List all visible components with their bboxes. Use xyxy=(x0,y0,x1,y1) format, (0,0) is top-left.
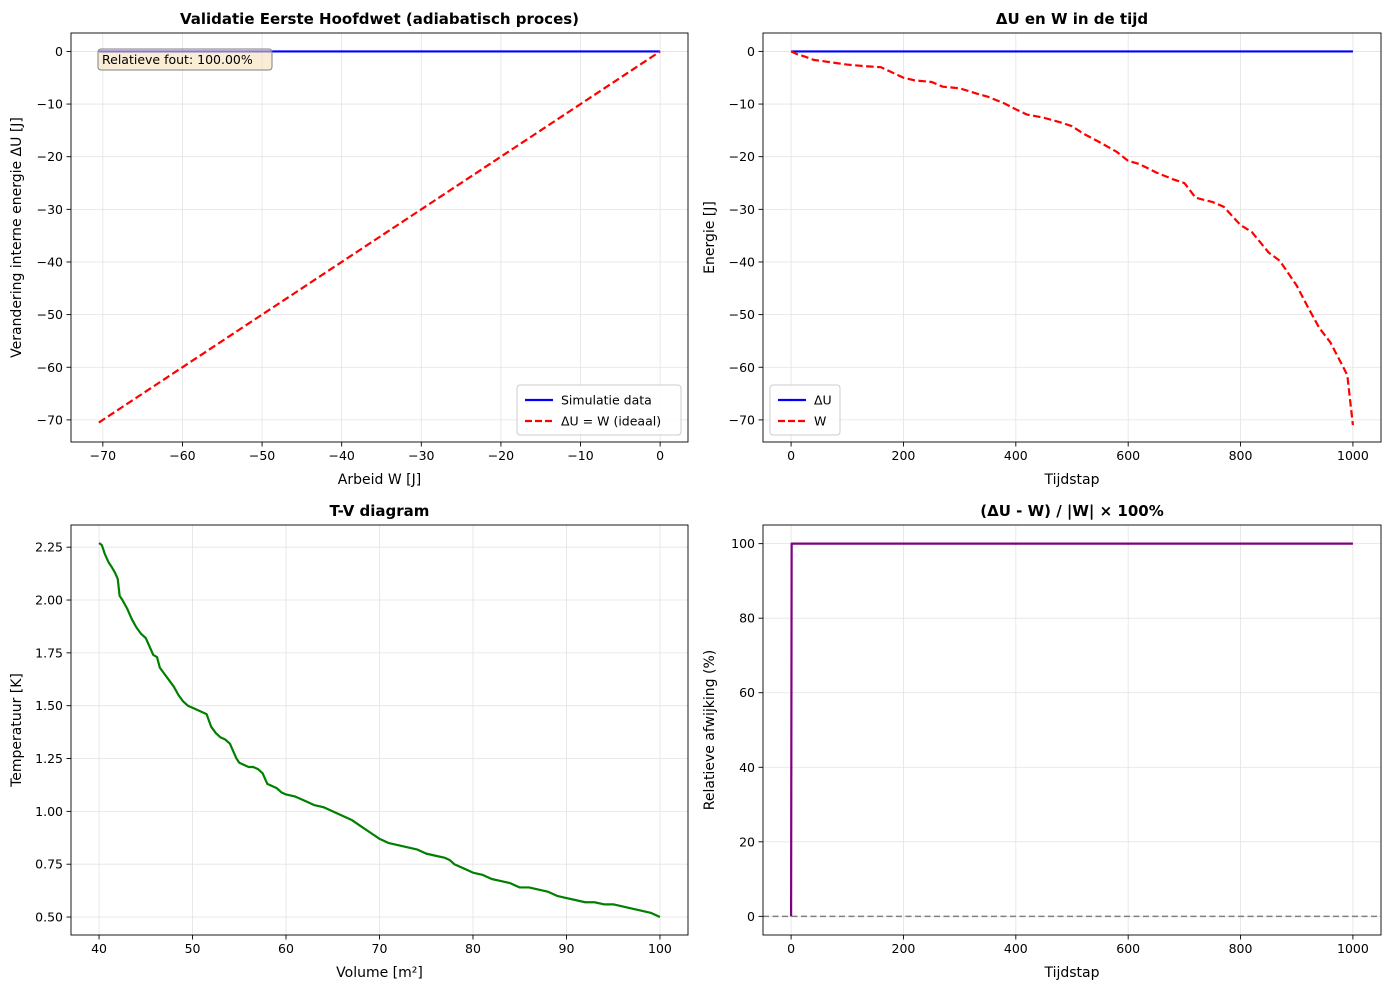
series-line-2 xyxy=(98,50,661,424)
axes-frame xyxy=(762,32,1382,443)
y-tick-label: −70 xyxy=(37,412,63,427)
y-tick-label: 1.00 xyxy=(35,804,63,819)
y-tick-label: 1.75 xyxy=(35,645,63,660)
x-tick-label: 800 xyxy=(1229,941,1253,956)
chart-title: (ΔU - W) / |W| × 100% xyxy=(980,502,1164,521)
chart-title: Validatie Eerste Hoofdwet (adiabatisch p… xyxy=(180,10,579,28)
y-tick-label: −70 xyxy=(729,412,755,427)
chart-1: −70 −60 −50 −40 −30 −20 −10 0 −70 −60 −50 −40 −30 −20… xyxy=(9,10,689,488)
x-tick-label: 400 xyxy=(1004,448,1028,463)
y-tick-label: 40 xyxy=(739,760,755,775)
x-tick-label: 100 xyxy=(648,941,672,956)
x-tick-label: −10 xyxy=(567,448,593,463)
x-axis-label: Tijdstap xyxy=(1043,472,1099,488)
x-tick-label: 400 xyxy=(1004,941,1028,956)
y-tick-label: −60 xyxy=(37,360,63,375)
y-tick-label: 0.75 xyxy=(35,857,63,872)
legend-label: Simulatie data xyxy=(561,393,652,408)
y-tick-label: −10 xyxy=(729,97,755,112)
series-line-2 xyxy=(790,50,1355,426)
y-tick-label: 1.50 xyxy=(35,698,63,713)
annotation-text: Relatieve fout: 100.00% xyxy=(102,52,253,67)
series-line-1 xyxy=(789,542,1353,917)
y-tick-label: −20 xyxy=(37,149,63,164)
x-tick-label: 1000 xyxy=(1337,941,1369,956)
x-tick-label: −60 xyxy=(169,448,195,463)
x-tick-label: −40 xyxy=(328,448,354,463)
x-axis-label: Tijdstap xyxy=(1043,965,1099,981)
legend: Simulatie data ΔU = W (ideaal) xyxy=(516,384,682,436)
y-tick-label: 0 xyxy=(747,44,755,59)
y-tick-label: 0 xyxy=(747,909,755,924)
x-tick-label: 200 xyxy=(892,941,916,956)
x-tick-label: 80 xyxy=(465,941,481,956)
x-tick-label: −20 xyxy=(488,448,514,463)
legend-box xyxy=(769,384,841,436)
y-tick-label: −10 xyxy=(37,97,63,112)
chart-3: 40 50 60 70 80 90 100 0.50 0.75 1.00 1.25 1.50 1.75 2… xyxy=(9,502,689,981)
chart-4: 0 200 400 600 800 1000 0 20 40 60 80 100 (ΔU - W) / … xyxy=(702,502,1382,981)
y-tick-label: 100 xyxy=(731,536,755,551)
y-axis-label: Verandering interne energie ΔU [J] xyxy=(9,117,25,358)
x-tick-label: −70 xyxy=(90,448,116,463)
legend-label: ΔU xyxy=(814,393,832,408)
series-line-1 xyxy=(98,542,661,919)
y-tick-label: 1.25 xyxy=(35,751,63,766)
x-tick-label: 70 xyxy=(372,941,388,956)
x-tick-label: 0 xyxy=(656,448,664,463)
y-tick-label: −40 xyxy=(37,254,63,269)
axes-frame xyxy=(70,32,689,443)
chart-2: 0 200 400 600 800 1000 −70 −60 −50 −40 −30 −20 −10 0 Δ… xyxy=(702,10,1382,488)
y-tick-label: −30 xyxy=(729,202,755,217)
chart-title: ΔU en W in de tijd xyxy=(996,10,1148,28)
x-tick-label: 800 xyxy=(1229,448,1253,463)
y-axis-label: Temperatuur [K] xyxy=(9,673,25,788)
legend-label: W xyxy=(814,414,826,429)
x-axis-label: Arbeid W [J] xyxy=(338,472,421,488)
legend-box xyxy=(516,384,682,436)
y-tick-label: 60 xyxy=(739,685,755,700)
x-tick-label: 600 xyxy=(1116,941,1140,956)
y-tick-label: 2.00 xyxy=(35,593,63,608)
legend-label: ΔU = W (ideaal) xyxy=(561,414,661,429)
x-tick-label: −50 xyxy=(249,448,275,463)
x-tick-label: −30 xyxy=(408,448,434,463)
x-tick-label: 600 xyxy=(1116,448,1140,463)
chart-title: T-V diagram xyxy=(330,502,430,520)
annotation-box xyxy=(97,48,273,71)
annotation: Relatieve fout: 100.00% xyxy=(97,48,273,71)
x-tick-label: 60 xyxy=(278,941,294,956)
legend: ΔU W xyxy=(769,384,841,436)
y-tick-label: 0.50 xyxy=(35,910,63,925)
x-tick-label: 200 xyxy=(892,448,916,463)
x-tick-label: 1000 xyxy=(1337,448,1369,463)
x-tick-label: 50 xyxy=(185,941,201,956)
x-axis-label: Volume [m²] xyxy=(336,965,423,981)
x-tick-label: 40 xyxy=(91,941,107,956)
x-tick-label: 0 xyxy=(787,448,795,463)
y-tick-label: −50 xyxy=(729,307,755,322)
y-tick-label: 0 xyxy=(55,44,63,59)
y-tick-label: −50 xyxy=(37,307,63,322)
x-tick-label: 90 xyxy=(559,941,575,956)
y-tick-label: 80 xyxy=(739,611,755,626)
y-tick-label: −60 xyxy=(729,360,755,375)
y-tick-label: −30 xyxy=(37,202,63,217)
y-tick-label: −40 xyxy=(729,254,755,269)
y-tick-label: −20 xyxy=(729,149,755,164)
axes-frame xyxy=(762,524,1382,936)
y-tick-label: 2.25 xyxy=(35,540,63,555)
x-tick-label: 0 xyxy=(787,941,795,956)
y-tick-label: 20 xyxy=(739,834,755,849)
y-axis-label: Relatieve afwijking (%) xyxy=(702,650,718,810)
y-axis-label: Energie [J] xyxy=(702,201,718,274)
